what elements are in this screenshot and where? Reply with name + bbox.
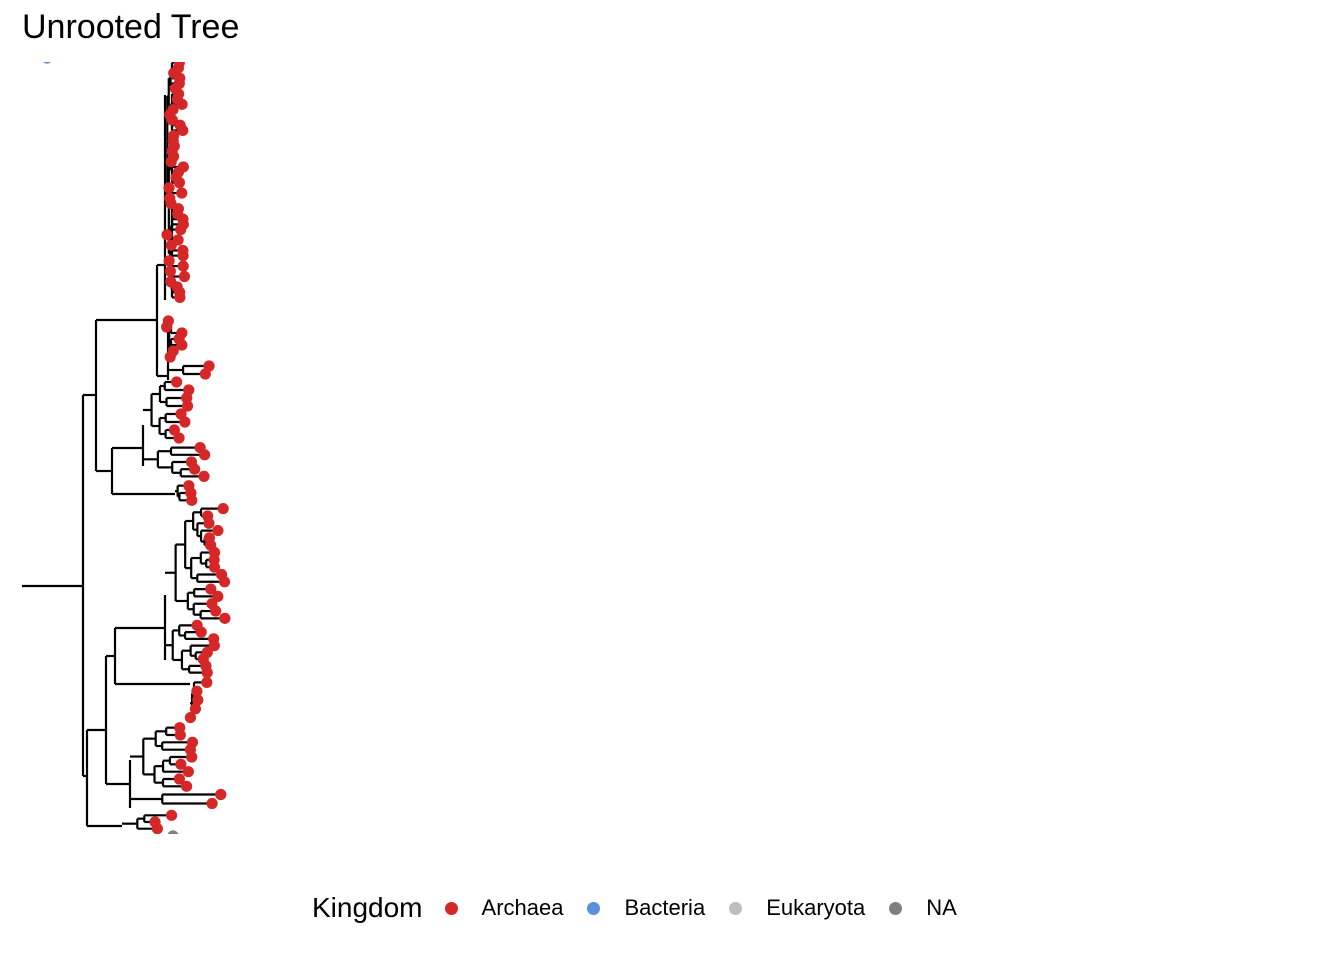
legend-item-archaea: Archaea [444,895,564,921]
tip-point-archaea [205,583,217,595]
legend-item-eukaryota: Eukaryota [729,895,865,921]
tip-point-archaea [165,239,177,251]
tip-point-archaea [212,524,224,537]
tip-point-archaea [181,400,194,412]
legend-label-archaea: Archaea [481,895,564,920]
tip-point-archaea [195,626,207,638]
tip-point-archaea [164,265,176,277]
tip-point-archaea [218,576,231,588]
tip-point-archaea [175,758,187,770]
tip-point-archaea [178,270,191,283]
legend-key-na [889,901,903,915]
tree-tips [43,62,231,834]
plot-title: Unrooted Tree [22,8,240,46]
tip-point-archaea [151,823,163,834]
tip-point-archaea [186,494,198,506]
tip-point-archaea [176,187,188,199]
legend-label-bacteria: Bacteria [624,895,706,920]
tip-point-archaea [174,291,186,303]
tip-point-archaea [201,667,213,679]
tip-point-archaea [203,517,215,529]
tip-point-archaea [184,712,197,724]
legend-label-na: NA [926,895,957,920]
legend-item-na: NA [889,895,957,921]
tip-point-archaea [173,177,186,189]
tip-point-archaea [163,182,175,194]
tip-point-archaea [164,351,176,363]
tip-point-archaea [210,605,222,617]
tip-point-archaea [174,729,186,741]
tip-point-archaea [177,260,189,272]
legend-label-eukaryota: Eukaryota [766,895,866,920]
tip-point-archaea [217,503,229,515]
tip-point-archaea [177,124,189,137]
tip-point-archaea [163,255,175,267]
tip-point-archaea [177,250,189,262]
tip-point-archaea [215,788,227,801]
tip-point-archaea [161,229,173,241]
tip-point-archaea [179,416,191,428]
legend: Kingdom Archaea Bacteria Eukaryota NA [312,888,981,928]
tip-point-archaea [199,449,211,461]
tip-point-archaea [208,640,220,652]
tip-point-archaea [191,685,203,697]
tip-point-bacteria [43,62,51,64]
legend-key-bacteria [587,901,601,915]
tip-point-archaea [201,676,213,689]
legend-item-bacteria: Bacteria [587,895,705,921]
tip-point-archaea [189,463,201,475]
legend-title: Kingdom [312,892,423,923]
tip-point-archaea [175,223,187,236]
tip-point-na [167,830,179,834]
tip-point-archaea [161,321,173,333]
tip-point-archaea [192,694,204,706]
tip-point-archaea [165,156,177,168]
tip-point-archaea [181,780,193,792]
legend-key-archaea [444,901,458,915]
tip-point-archaea [173,773,185,785]
tip-point-archaea [165,809,178,821]
legend-key-eukaryota [729,901,743,915]
tip-point-archaea [186,751,198,763]
tip-point-archaea [199,368,211,380]
tip-point-archaea [173,432,185,444]
tip-point-archaea [208,561,221,573]
tip-point-archaea [182,766,194,778]
tip-point-archaea [189,703,202,715]
tip-point-archaea [176,339,188,351]
tip-point-archaea [171,376,183,388]
tip-point-archaea [219,612,231,624]
tip-point-archaea [198,470,210,482]
tip-point-archaea [206,797,218,810]
tip-point-archaea [176,98,188,110]
